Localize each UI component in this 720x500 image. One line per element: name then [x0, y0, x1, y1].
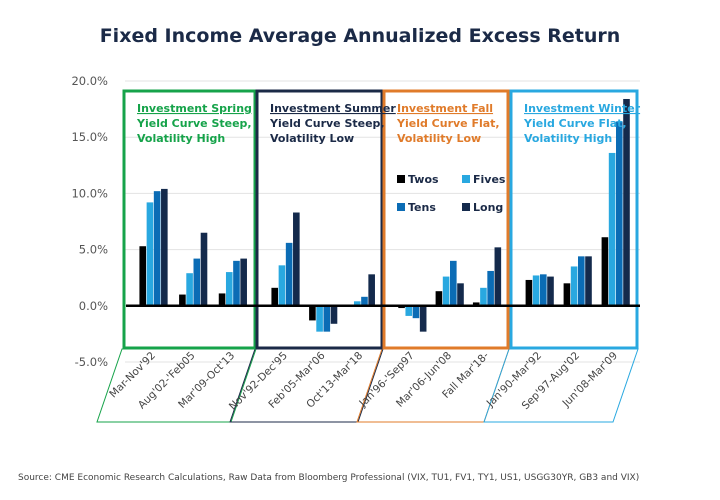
bar-tens	[616, 121, 623, 306]
bar-fives	[278, 265, 286, 306]
legend-label-long: Long	[473, 201, 503, 214]
phase-subtitle-line1: Yield Curve Steep,	[269, 117, 385, 130]
bar-fives	[532, 275, 540, 306]
bar-long	[240, 258, 247, 306]
bar-twos	[139, 246, 147, 306]
legend: Twos Fives Tens Long	[397, 173, 506, 214]
phase-panel-winter	[509, 89, 639, 350]
bar-long	[293, 212, 300, 306]
bar-tens	[450, 260, 457, 306]
phase-title: Investment Summer	[270, 102, 396, 115]
bar-tens	[323, 305, 331, 332]
phase-subtitle-line1: Yield Curve Steep,	[136, 117, 252, 130]
y-tick-label: 10.0%	[71, 186, 108, 200]
y-axis-ticks: 20.0% 15.0% 10.0% 5.0% 0.0% -5.0%	[71, 74, 108, 369]
phase-panel-spring	[122, 89, 257, 350]
bar-long	[494, 247, 502, 306]
bar-twos	[601, 237, 609, 306]
legend-label-twos: Twos	[408, 173, 439, 186]
bar-tens	[193, 258, 201, 306]
bar-tens	[540, 274, 547, 306]
bars	[139, 98, 630, 332]
y-tick-label: 15.0%	[71, 130, 108, 144]
y-tick-label: -5.0%	[75, 355, 108, 369]
legend-swatch-twos	[397, 175, 405, 183]
bar-twos	[309, 305, 316, 321]
bar-long	[161, 188, 168, 306]
bar-long	[547, 276, 554, 306]
bar-tens	[487, 270, 494, 306]
bar-twos	[563, 283, 571, 306]
bar-long	[623, 98, 630, 306]
phase-subtitle-line1: Yield Curve Flat,	[523, 117, 627, 130]
bar-fives	[442, 276, 450, 306]
bar-long	[419, 305, 427, 332]
phase-subtitle-line2: Volatility High	[524, 132, 612, 145]
legend-label-tens: Tens	[408, 201, 436, 214]
bar-tens	[153, 191, 161, 306]
phase-subtitle-line2: Volatility Low	[397, 132, 481, 145]
bar-tens	[285, 242, 293, 306]
bar-fives	[480, 287, 487, 306]
bar-twos	[435, 291, 443, 306]
bar-fives	[353, 301, 361, 306]
phase-panel-fall	[382, 89, 510, 350]
phase-labels: Investment Spring Yield Curve Steep, Volat…	[136, 102, 641, 145]
phase-title: Investment Winter	[524, 102, 641, 115]
bar-long	[200, 232, 208, 306]
bar-long	[457, 283, 464, 306]
bar-twos	[472, 302, 480, 306]
bar-fives	[608, 152, 616, 306]
legend-swatch-tens	[397, 203, 405, 211]
bar-fives	[186, 273, 193, 306]
phase-panels	[122, 89, 639, 350]
bar-tens	[412, 305, 420, 319]
bar-fives	[316, 305, 323, 332]
bar-fives	[570, 266, 578, 306]
bar-twos	[179, 294, 186, 306]
bar-tens	[233, 260, 240, 306]
x-axis-labels: Mar-Nov'92Aug'02-'Feb05Mar'09-Oct'13Nov'…	[107, 349, 620, 412]
bar-twos	[218, 293, 226, 306]
legend-label-fives: Fives	[473, 173, 506, 186]
bar-fives	[405, 305, 413, 316]
y-tick-label: 5.0%	[79, 243, 108, 257]
legend-swatch-fives	[462, 175, 470, 183]
source-note: Source: CME Economic Research Calculatio…	[18, 473, 639, 483]
bar-fives	[146, 202, 154, 306]
bar-tens	[361, 296, 368, 306]
bar-long	[330, 305, 338, 324]
y-tick-label: 0.0%	[79, 299, 108, 313]
bar-tens	[578, 256, 585, 306]
bar-long	[585, 256, 592, 306]
bar-long	[368, 274, 375, 306]
phase-title: Investment Fall	[397, 102, 493, 115]
phase-subtitle-line2: Volatility Low	[270, 132, 354, 145]
bar-fives	[225, 272, 233, 306]
legend-swatch-long	[462, 203, 470, 211]
phase-title: Investment Spring	[137, 102, 252, 115]
phase-panel-summer	[255, 89, 384, 350]
phase-subtitle-line1: Yield Curve Flat,	[396, 117, 500, 130]
chart-title: Fixed Income Average Annualized Excess R…	[100, 25, 621, 47]
bar-twos	[525, 279, 533, 306]
phase-subtitle-line2: Volatility High	[137, 132, 225, 145]
y-tick-label: 20.0%	[71, 74, 108, 88]
bar-twos	[271, 287, 279, 306]
